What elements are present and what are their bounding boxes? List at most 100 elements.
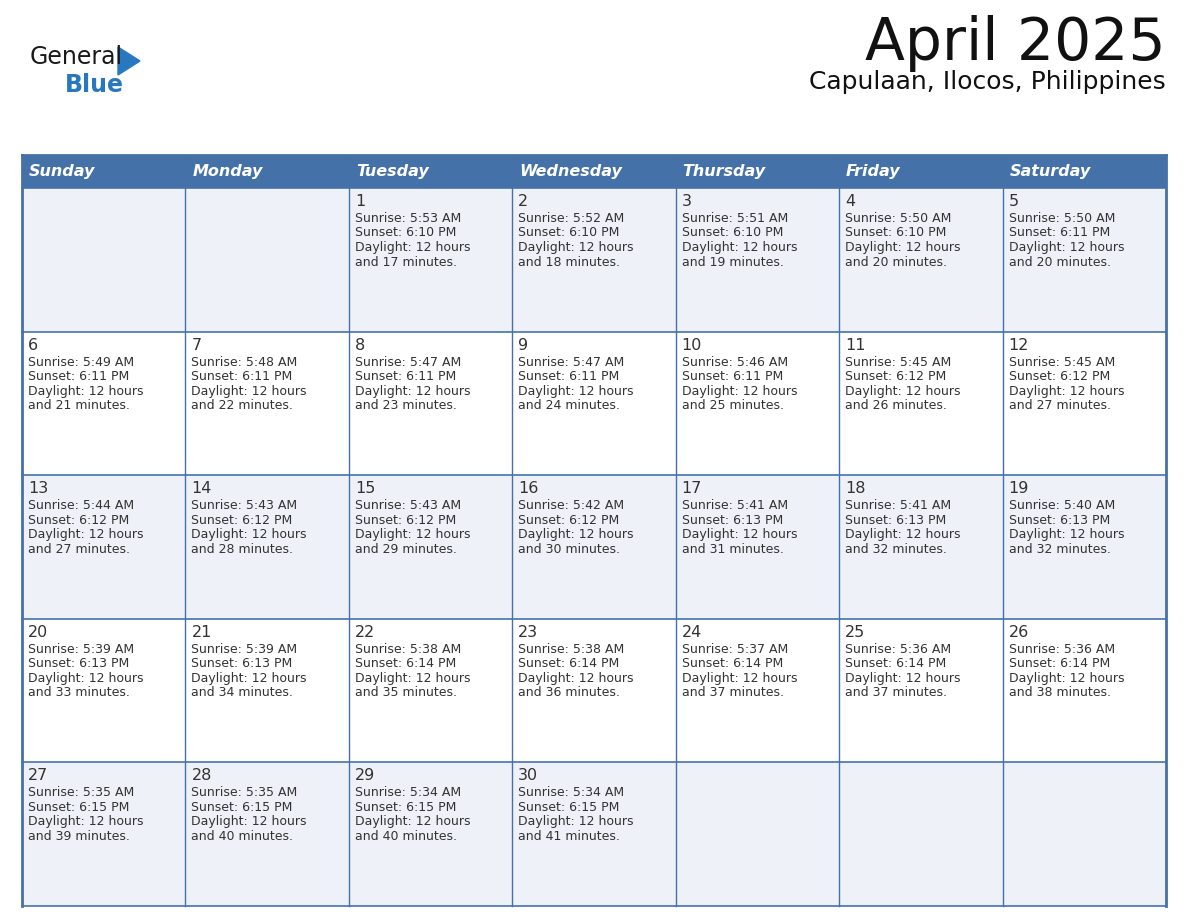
Text: 16: 16	[518, 481, 538, 497]
Text: Daylight: 12 hours: Daylight: 12 hours	[845, 672, 961, 685]
Bar	[23, 331, 1165, 476]
Text: 2: 2	[518, 194, 529, 209]
Text: and 23 minutes.: and 23 minutes.	[355, 399, 456, 412]
Text: and 35 minutes.: and 35 minutes.	[355, 687, 457, 700]
Text: Sunset: 6:11 PM: Sunset: 6:11 PM	[29, 370, 129, 383]
Text: and 19 minutes.: and 19 minutes.	[682, 255, 784, 268]
Text: Sunset: 6:12 PM: Sunset: 6:12 PM	[29, 514, 129, 527]
Text: 24: 24	[682, 625, 702, 640]
Text: 6: 6	[29, 338, 38, 353]
Text: April 2025: April 2025	[865, 15, 1165, 72]
Text: Sunset: 6:10 PM: Sunset: 6:10 PM	[355, 227, 456, 240]
Text: 22: 22	[355, 625, 375, 640]
Text: Sunset: 6:12 PM: Sunset: 6:12 PM	[845, 370, 947, 383]
Bar	[23, 763, 1165, 906]
Text: 18: 18	[845, 481, 866, 497]
Text: Sunrise: 5:38 AM: Sunrise: 5:38 AM	[518, 643, 625, 655]
Text: Sunset: 6:12 PM: Sunset: 6:12 PM	[191, 514, 292, 527]
Text: and 29 minutes.: and 29 minutes.	[355, 543, 456, 555]
Text: Sunrise: 5:39 AM: Sunrise: 5:39 AM	[191, 643, 297, 655]
Text: and 28 minutes.: and 28 minutes.	[191, 543, 293, 555]
Text: 8: 8	[355, 338, 365, 353]
Text: and 41 minutes.: and 41 minutes.	[518, 830, 620, 843]
Text: Sunset: 6:11 PM: Sunset: 6:11 PM	[191, 370, 292, 383]
Text: Monday: Monday	[192, 164, 263, 179]
Text: Sunrise: 5:43 AM: Sunrise: 5:43 AM	[355, 499, 461, 512]
Text: Daylight: 12 hours: Daylight: 12 hours	[355, 528, 470, 542]
Text: Sunset: 6:13 PM: Sunset: 6:13 PM	[191, 657, 292, 670]
Text: 30: 30	[518, 768, 538, 783]
Text: and 39 minutes.: and 39 minutes.	[29, 830, 129, 843]
Text: Daylight: 12 hours: Daylight: 12 hours	[1009, 385, 1124, 397]
Text: Sunrise: 5:35 AM: Sunrise: 5:35 AM	[191, 787, 298, 800]
Text: Sunset: 6:11 PM: Sunset: 6:11 PM	[518, 370, 619, 383]
Text: Daylight: 12 hours: Daylight: 12 hours	[518, 528, 633, 542]
Text: and 27 minutes.: and 27 minutes.	[29, 543, 129, 555]
Text: 23: 23	[518, 625, 538, 640]
Text: Sunday: Sunday	[29, 164, 95, 179]
Text: Sunrise: 5:48 AM: Sunrise: 5:48 AM	[191, 355, 298, 369]
Text: Daylight: 12 hours: Daylight: 12 hours	[845, 528, 961, 542]
Text: 4: 4	[845, 194, 855, 209]
Bar	[23, 619, 1165, 763]
Text: 15: 15	[355, 481, 375, 497]
Bar	[23, 155, 185, 188]
Text: Daylight: 12 hours: Daylight: 12 hours	[1009, 672, 1124, 685]
Text: Sunset: 6:11 PM: Sunset: 6:11 PM	[355, 370, 456, 383]
Text: Daylight: 12 hours: Daylight: 12 hours	[355, 672, 470, 685]
Bar	[839, 155, 1003, 188]
Text: 7: 7	[191, 338, 202, 353]
Bar	[23, 476, 1165, 619]
Text: and 32 minutes.: and 32 minutes.	[1009, 543, 1111, 555]
Text: 26: 26	[1009, 625, 1029, 640]
Text: Sunrise: 5:50 AM: Sunrise: 5:50 AM	[845, 212, 952, 225]
Text: 14: 14	[191, 481, 211, 497]
Text: Sunrise: 5:47 AM: Sunrise: 5:47 AM	[355, 355, 461, 369]
Text: Sunrise: 5:49 AM: Sunrise: 5:49 AM	[29, 355, 134, 369]
Text: Sunrise: 5:34 AM: Sunrise: 5:34 AM	[518, 787, 625, 800]
Text: 21: 21	[191, 625, 211, 640]
Text: and 37 minutes.: and 37 minutes.	[845, 687, 947, 700]
Text: and 20 minutes.: and 20 minutes.	[1009, 255, 1111, 268]
Text: 12: 12	[1009, 338, 1029, 353]
Text: Sunrise: 5:41 AM: Sunrise: 5:41 AM	[845, 499, 952, 512]
Text: and 18 minutes.: and 18 minutes.	[518, 255, 620, 268]
Text: Sunrise: 5:40 AM: Sunrise: 5:40 AM	[1009, 499, 1114, 512]
Text: Sunset: 6:15 PM: Sunset: 6:15 PM	[29, 800, 129, 814]
Text: 5: 5	[1009, 194, 1018, 209]
Text: 11: 11	[845, 338, 866, 353]
Text: Daylight: 12 hours: Daylight: 12 hours	[845, 241, 961, 254]
Text: Daylight: 12 hours: Daylight: 12 hours	[518, 815, 633, 828]
Text: Sunrise: 5:41 AM: Sunrise: 5:41 AM	[682, 499, 788, 512]
Text: Sunset: 6:10 PM: Sunset: 6:10 PM	[518, 227, 620, 240]
Text: Daylight: 12 hours: Daylight: 12 hours	[191, 815, 307, 828]
Text: and 34 minutes.: and 34 minutes.	[191, 687, 293, 700]
Text: Sunrise: 5:46 AM: Sunrise: 5:46 AM	[682, 355, 788, 369]
Text: Sunrise: 5:34 AM: Sunrise: 5:34 AM	[355, 787, 461, 800]
Text: Sunset: 6:11 PM: Sunset: 6:11 PM	[1009, 227, 1110, 240]
Text: Sunrise: 5:51 AM: Sunrise: 5:51 AM	[682, 212, 788, 225]
Text: Sunset: 6:12 PM: Sunset: 6:12 PM	[518, 514, 619, 527]
Text: Daylight: 12 hours: Daylight: 12 hours	[518, 385, 633, 397]
Text: Sunrise: 5:38 AM: Sunrise: 5:38 AM	[355, 643, 461, 655]
Text: and 26 minutes.: and 26 minutes.	[845, 399, 947, 412]
Text: Sunset: 6:13 PM: Sunset: 6:13 PM	[29, 657, 129, 670]
Text: Sunset: 6:14 PM: Sunset: 6:14 PM	[1009, 657, 1110, 670]
Polygon shape	[118, 47, 140, 75]
Text: 17: 17	[682, 481, 702, 497]
Text: and 37 minutes.: and 37 minutes.	[682, 687, 784, 700]
Text: and 24 minutes.: and 24 minutes.	[518, 399, 620, 412]
Text: 3: 3	[682, 194, 691, 209]
Text: Daylight: 12 hours: Daylight: 12 hours	[682, 528, 797, 542]
Text: 13: 13	[29, 481, 49, 497]
Text: Sunset: 6:14 PM: Sunset: 6:14 PM	[682, 657, 783, 670]
Text: Daylight: 12 hours: Daylight: 12 hours	[845, 385, 961, 397]
Text: 27: 27	[29, 768, 49, 783]
Text: Sunset: 6:10 PM: Sunset: 6:10 PM	[845, 227, 947, 240]
Text: 20: 20	[29, 625, 49, 640]
Text: Daylight: 12 hours: Daylight: 12 hours	[29, 815, 144, 828]
Text: Wednesday: Wednesday	[519, 164, 623, 179]
Text: Sunrise: 5:43 AM: Sunrise: 5:43 AM	[191, 499, 297, 512]
Text: Sunset: 6:14 PM: Sunset: 6:14 PM	[355, 657, 456, 670]
Text: Sunrise: 5:36 AM: Sunrise: 5:36 AM	[1009, 643, 1114, 655]
